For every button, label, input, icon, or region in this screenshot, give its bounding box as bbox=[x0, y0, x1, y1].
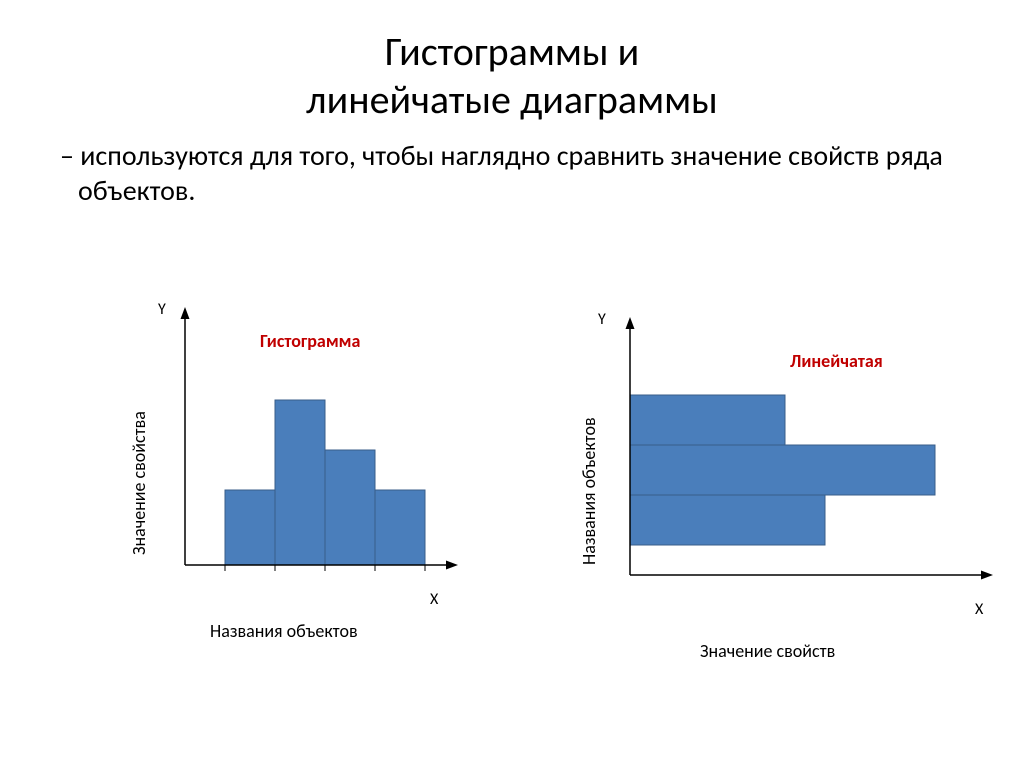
right-x-caption: Значение свойств bbox=[700, 640, 835, 662]
histogram-svg bbox=[165, 305, 465, 605]
title-line-1: Гистограммы и bbox=[385, 27, 639, 76]
right-y-letter: Y bbox=[598, 310, 606, 329]
left-x-caption: Названия объектов bbox=[210, 620, 358, 642]
subtitle-text: – используются для того, чтобы наглядно … bbox=[48, 124, 1024, 208]
left-y-caption: Значение свойства bbox=[128, 411, 150, 555]
charts-container: Y Гистограмма Значение свойства X Назван… bbox=[0, 300, 1024, 730]
title-line-2: линейчатые диаграммы bbox=[306, 75, 718, 124]
right-y-caption: Названия объектов bbox=[578, 417, 600, 565]
horizontal-bar-svg bbox=[610, 315, 1010, 615]
right-x-letter: X bbox=[975, 600, 983, 619]
left-x-letter: X bbox=[430, 590, 438, 609]
page-title: Гистограммы и линейчатые диаграммы bbox=[0, 0, 1024, 124]
slide: Гистограммы и линейчатые диаграммы – исп… bbox=[0, 0, 1024, 768]
